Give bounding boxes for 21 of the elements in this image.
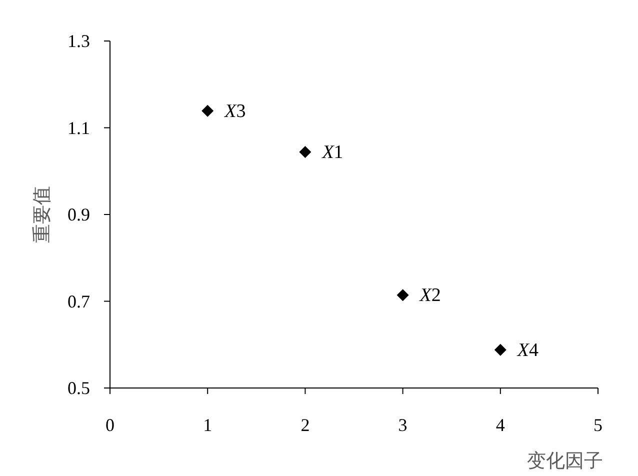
x-tick-label: 4: [496, 415, 505, 435]
annotation: X3: [224, 100, 246, 122]
annotation: X1: [321, 142, 344, 164]
point: [396, 289, 409, 302]
y-tick-label: 1.1: [68, 118, 90, 138]
point: [494, 344, 506, 356]
y-tick-label: 0.7: [68, 291, 90, 312]
x-tick-label: 5: [594, 415, 602, 435]
x-tick-label: 1: [203, 415, 212, 435]
y-tick-label: 0.9: [68, 204, 90, 224]
y-tick-label: 1.3: [68, 31, 90, 51]
point: [202, 104, 214, 117]
point: [299, 146, 312, 158]
x-axis-title: 变化因子: [527, 450, 603, 472]
y-axis-title: 重要值: [32, 186, 53, 243]
annotation: X2: [418, 285, 441, 306]
x-tick-label: 3: [398, 415, 408, 435]
x-tick-label: 0: [106, 415, 114, 435]
x-tick-label: 2: [300, 415, 310, 435]
y-tick-label: 0.5: [68, 378, 90, 398]
annotation: X4: [516, 340, 540, 361]
